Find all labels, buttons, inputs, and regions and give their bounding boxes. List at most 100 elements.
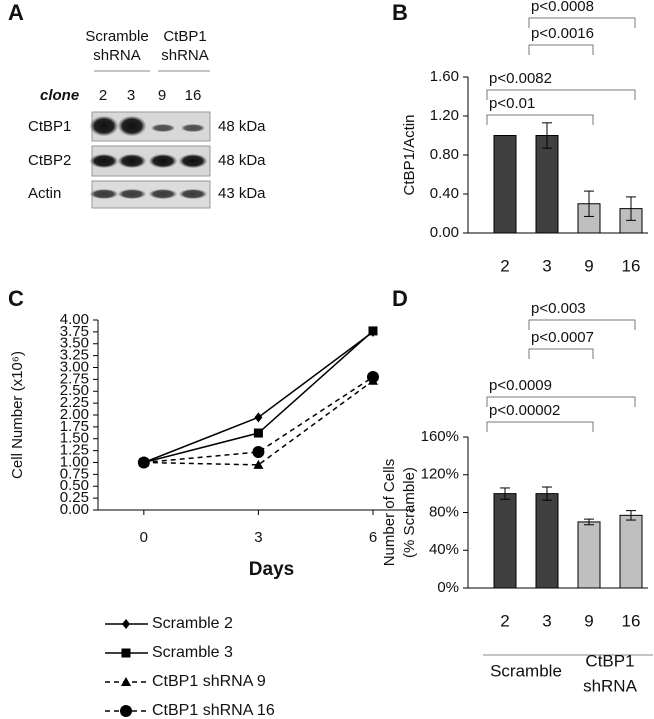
clone: 3	[127, 87, 135, 104]
bracket	[528, 319, 636, 330]
y-tick-label: 80%	[429, 503, 459, 520]
bracket	[486, 421, 594, 432]
band	[179, 154, 207, 168]
x-tick-label: 2	[500, 611, 509, 630]
y-tick-label: 1.00	[60, 453, 89, 470]
y-tick-label: 2.75	[60, 370, 89, 387]
band	[118, 154, 146, 168]
band	[90, 154, 118, 168]
bracket	[486, 89, 636, 100]
marker	[122, 619, 130, 629]
size-label: 48 kDa	[218, 152, 266, 169]
p-value: p<0.0082	[489, 70, 552, 87]
size-label: 48 kDa	[218, 118, 266, 135]
legend-label: CtBP1 shRNA 9	[152, 673, 266, 690]
row-label: Actin	[28, 185, 61, 202]
band	[90, 116, 118, 136]
group-label: Scramble	[85, 28, 148, 45]
row-label: CtBP1	[28, 118, 71, 135]
bar	[535, 493, 559, 589]
y-tick-label: 0.40	[430, 185, 459, 202]
marker	[120, 705, 132, 717]
bracket	[528, 17, 636, 28]
marker	[252, 446, 265, 459]
legend-label: Scramble 2	[152, 615, 233, 632]
bracket	[486, 396, 636, 407]
group-label: shRNA	[161, 47, 209, 64]
series-line	[143, 331, 374, 464]
bar	[493, 493, 517, 589]
group-label: shRNA	[93, 47, 141, 64]
bar	[577, 521, 601, 589]
x-tick-label: 3	[542, 256, 551, 275]
p-value: p<0.01	[489, 95, 535, 112]
p-value: p<0.0007	[531, 329, 594, 346]
clone: 16	[185, 87, 202, 104]
x-tick-label: 3	[254, 529, 262, 546]
y-tick-label: 0.25	[60, 489, 89, 506]
size-label: 43 kDa	[218, 185, 266, 202]
band	[179, 189, 207, 199]
marker	[254, 412, 263, 423]
x-tick-label: 16	[622, 256, 641, 275]
bracket	[528, 348, 594, 359]
series-line	[143, 380, 374, 466]
y-tick-label: 1.25	[60, 442, 89, 459]
y-tick-label: 0.50	[60, 477, 89, 494]
band	[118, 116, 146, 136]
panel-label: A	[8, 0, 24, 25]
clone: 9	[158, 87, 166, 104]
x-tick-label: 6	[369, 529, 377, 546]
series-line	[143, 376, 374, 464]
marker	[368, 326, 378, 336]
band	[149, 189, 177, 199]
y-tick-label: 0.00	[430, 224, 459, 241]
band	[149, 154, 177, 168]
y-tick-label: 120%	[421, 466, 459, 483]
y-tick-label: 3.25	[60, 347, 89, 364]
bar	[535, 135, 559, 234]
y-axis-label: Number of Cells	[381, 459, 398, 567]
y-axis-label: (% Scramble)	[401, 467, 418, 558]
marker	[121, 677, 131, 686]
y-tick-label: 4.00	[60, 311, 89, 328]
legend-label: CtBP1 shRNA 16	[152, 702, 275, 719]
clone-label: clone	[40, 87, 79, 104]
band	[118, 189, 146, 199]
p-value: p<0.0008	[531, 0, 594, 15]
p-value: p<0.0016	[531, 25, 594, 42]
bracket	[486, 114, 594, 125]
y-axis-label: CtBP1/Actin	[401, 115, 418, 196]
clone: 2	[99, 87, 107, 104]
series-line	[143, 330, 374, 464]
panel-label: D	[392, 286, 408, 311]
p-value: p<0.003	[531, 300, 586, 317]
y-tick-label: 2.50	[60, 382, 89, 399]
band	[181, 124, 205, 132]
legend-label: Scramble 3	[152, 644, 233, 661]
x-tick-label: 2	[500, 256, 509, 275]
panel-label: C	[8, 286, 24, 311]
bar	[493, 135, 517, 234]
western-blot: A Scramble shRNA CtBP1 shRNA clone 2 3 9…	[8, 0, 266, 209]
y-tick-label: 3.75	[60, 323, 89, 340]
p-value: p<0.00002	[489, 402, 560, 419]
marker	[137, 456, 150, 469]
p-value: p<0.0009	[489, 377, 552, 394]
y-tick-label: 2.00	[60, 406, 89, 423]
y-tick-label: 0.00	[60, 501, 89, 518]
row-label: CtBP2	[28, 152, 71, 169]
y-tick-label: 1.75	[60, 418, 89, 435]
x-tick-label: 16	[622, 611, 641, 630]
x-tick-label: 3	[542, 611, 551, 630]
band	[90, 189, 118, 199]
bracket	[528, 44, 594, 55]
y-axis-label: Cell Number (x10⁶)	[9, 351, 26, 479]
group-label: CtBP1	[585, 651, 634, 670]
band	[151, 124, 175, 132]
x-tick-label: 0	[140, 529, 148, 546]
group-label: Scramble	[490, 661, 562, 680]
group-label: shRNA	[583, 676, 638, 695]
marker	[121, 648, 131, 658]
